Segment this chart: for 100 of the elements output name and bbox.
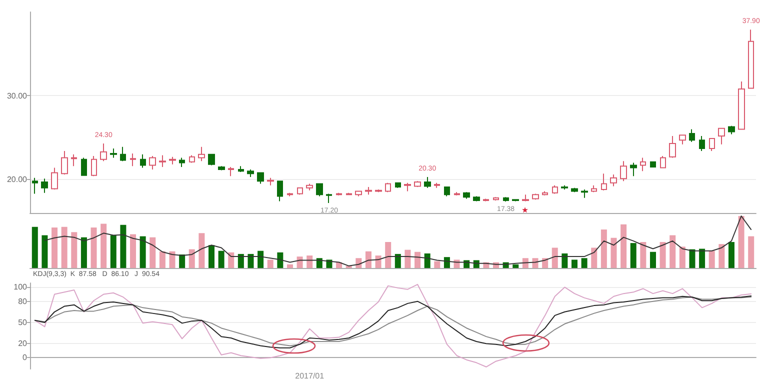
bar	[120, 224, 126, 268]
candlestick	[581, 189, 588, 198]
candlestick	[679, 134, 686, 145]
candlestick	[650, 161, 656, 168]
candlestick	[149, 156, 156, 170]
candlestick	[395, 182, 401, 188]
bar	[238, 254, 244, 268]
bar	[179, 254, 186, 268]
bar	[572, 260, 578, 268]
candlestick	[306, 183, 313, 191]
bar	[414, 252, 421, 268]
bar	[444, 257, 450, 268]
bar	[306, 256, 313, 268]
bar	[738, 216, 744, 268]
candlestick	[640, 157, 646, 172]
bar	[140, 236, 146, 268]
candlestick	[355, 190, 362, 197]
candlestick	[709, 138, 715, 152]
candlestick	[365, 186, 372, 196]
bar	[434, 261, 440, 268]
bar	[188, 249, 195, 268]
candlestick	[571, 187, 578, 193]
bar	[660, 242, 666, 268]
candlestick	[120, 146, 126, 162]
candlestick	[277, 180, 283, 202]
bar	[130, 234, 136, 268]
bar	[670, 235, 676, 268]
candlestick	[748, 29, 754, 89]
bar	[424, 253, 430, 268]
bar	[365, 251, 372, 268]
candlestick	[32, 177, 38, 194]
line-series	[34, 284, 752, 368]
candlestick	[198, 146, 205, 162]
bar	[267, 260, 274, 268]
y-tick-label: 20.00	[6, 175, 28, 184]
candlestick	[287, 192, 293, 197]
bar	[277, 252, 284, 268]
candlestick	[404, 182, 411, 192]
bar	[591, 248, 598, 268]
candlestick	[130, 153, 136, 167]
candlestick	[81, 157, 87, 176]
bar	[248, 254, 254, 268]
bar	[42, 235, 48, 268]
y-tick-label: 80	[18, 296, 28, 306]
bar	[600, 230, 607, 268]
bar	[512, 264, 519, 268]
bar	[258, 250, 264, 268]
y-tick-label: 20	[18, 339, 28, 348]
candlestick	[483, 198, 489, 202]
bar	[32, 226, 38, 268]
candlestick	[110, 148, 117, 158]
candlestick	[91, 156, 97, 177]
bar	[620, 224, 627, 268]
candlestick	[473, 196, 480, 202]
bar	[394, 254, 401, 268]
bar	[296, 256, 303, 268]
bar	[610, 238, 617, 268]
candlestick	[326, 193, 332, 204]
bar	[286, 264, 293, 268]
bar	[218, 250, 224, 268]
candlestick	[169, 156, 176, 165]
candlestick	[316, 183, 323, 197]
candlestick	[375, 189, 382, 193]
candlestick	[444, 186, 450, 197]
candlestick	[552, 184, 558, 194]
candlestick	[620, 160, 627, 182]
candlestick	[179, 157, 185, 168]
candlestick	[100, 142, 107, 162]
bar	[689, 249, 696, 268]
bar	[552, 248, 558, 268]
bar	[581, 258, 588, 268]
candlestick	[267, 177, 274, 186]
candlestick	[669, 135, 676, 158]
bar	[375, 256, 382, 268]
bar	[699, 248, 706, 268]
candlestick	[689, 128, 695, 142]
candlestick	[561, 184, 568, 190]
candlestick	[503, 196, 509, 202]
candlestick	[189, 154, 195, 164]
candlestick	[61, 150, 68, 175]
candlestick	[238, 166, 244, 172]
candlestick	[512, 199, 519, 202]
bar	[640, 242, 646, 268]
bar	[728, 242, 734, 268]
bar	[228, 252, 234, 268]
candlestick	[434, 182, 440, 188]
candlestick	[493, 196, 499, 201]
candlestick	[159, 154, 166, 168]
y-tick-label: 30.00	[6, 91, 28, 100]
bar	[61, 226, 68, 268]
bar	[385, 242, 392, 268]
candlestick	[660, 156, 666, 168]
candlestick	[463, 192, 470, 200]
bar	[159, 251, 166, 268]
candlestick	[41, 178, 48, 194]
y-tick-label: 50	[18, 318, 28, 327]
candlestick	[522, 194, 529, 202]
candlestick	[630, 162, 637, 177]
bar	[100, 224, 107, 268]
candlestick	[336, 192, 342, 196]
